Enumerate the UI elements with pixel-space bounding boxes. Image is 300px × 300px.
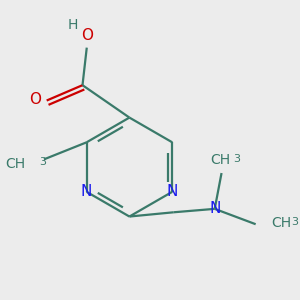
Text: N: N: [81, 184, 92, 199]
Text: O: O: [82, 28, 94, 43]
Text: H: H: [68, 18, 78, 32]
Text: CH: CH: [211, 153, 231, 167]
Text: N: N: [209, 201, 220, 216]
Text: 3: 3: [40, 157, 47, 167]
Text: O: O: [29, 92, 41, 107]
Text: N: N: [167, 184, 178, 199]
Text: 3: 3: [292, 217, 298, 227]
Text: CH: CH: [5, 157, 25, 171]
Text: CH: CH: [271, 216, 291, 230]
Text: 3: 3: [233, 154, 241, 164]
